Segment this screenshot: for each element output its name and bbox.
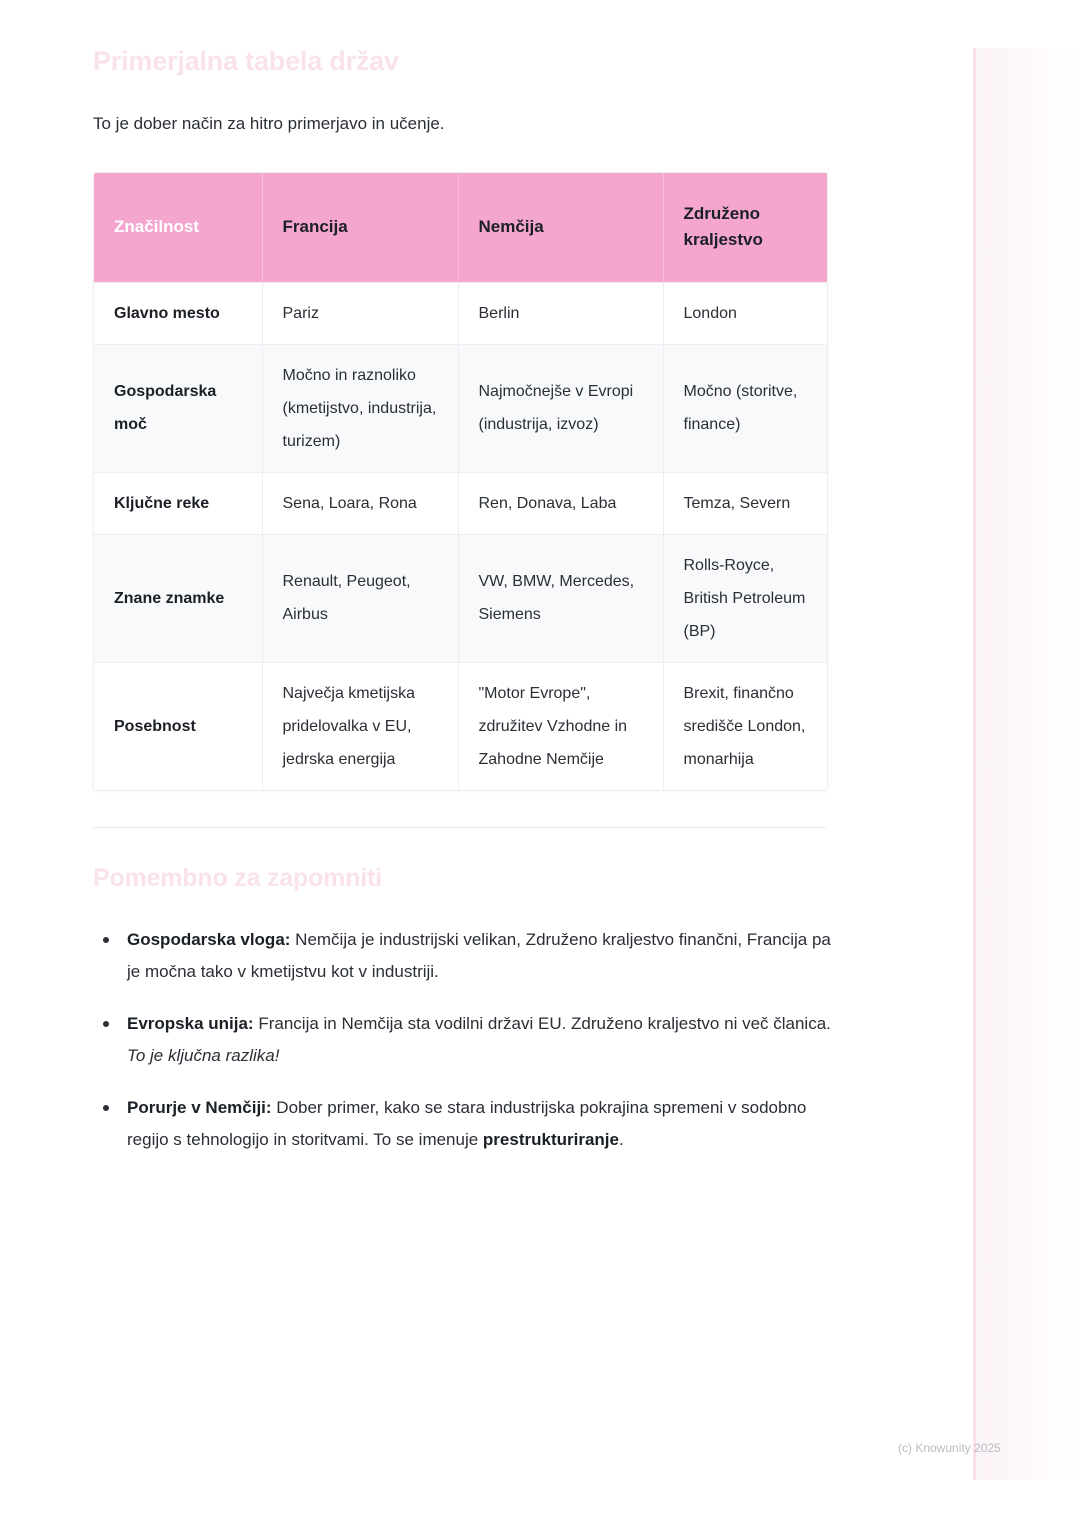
list-item-lead: Porurje v Nemčiji: xyxy=(127,1097,272,1117)
cell-germany: Najmočnejše v Evropi (industrija, izvoz) xyxy=(458,343,664,472)
cell-france: Močno in raznoliko (kmetijstvo, industri… xyxy=(262,343,459,472)
table-header-row: Značilnost Francija Nemčija Združeno kra… xyxy=(94,173,827,282)
list-item: Evropska unija: Francija in Nemčija sta … xyxy=(103,1008,831,1072)
page-title: Primerjalna tabela držav xyxy=(93,46,399,76)
cell-uk: London xyxy=(663,281,827,344)
cell-germany: Ren, Donava, Laba xyxy=(458,471,664,534)
row-label: Glavno mesto xyxy=(94,281,263,344)
table-row: Ključne reke Sena, Loara, Rona Ren, Dona… xyxy=(94,471,827,534)
row-label: Znane znamke xyxy=(94,533,263,662)
comparison-table-container: Značilnost Francija Nemčija Združeno kra… xyxy=(93,172,828,791)
list-item-lead: Gospodarska vloga: xyxy=(127,929,291,949)
key-points-title: Pomembno za zapomniti xyxy=(93,863,382,892)
cell-germany: "Motor Evrope", združitev Vzhodne in Zah… xyxy=(458,661,664,790)
column-header-uk: Združeno kraljestvo xyxy=(663,173,827,282)
intro-paragraph: To je dober način za hitro primerjavo in… xyxy=(93,114,445,133)
cell-uk: Brexit, finančno središče London, monarh… xyxy=(663,661,827,790)
document-page: Primerjalna tabela držav To je dober nač… xyxy=(93,46,831,1156)
cell-germany: Berlin xyxy=(458,281,664,344)
table-row: Posebnost Največja kmetijska pridelovalk… xyxy=(94,661,827,790)
row-label: Posebnost xyxy=(94,661,263,790)
list-item-text: Nemčija je industrijski velikan, Združen… xyxy=(127,929,831,981)
cell-france: Pariz xyxy=(262,281,459,344)
cell-france: Renault, Peugeot, Airbus xyxy=(262,533,459,662)
cell-france: Sena, Loara, Rona xyxy=(262,471,459,534)
cell-uk: Rolls-Royce, British Petroleum (BP) xyxy=(663,533,827,662)
content-column: Primerjalna tabela držav To je dober nač… xyxy=(93,46,831,1156)
list-item-text: Francija in Nemčija sta vodilni državi E… xyxy=(253,1013,831,1033)
copyright-watermark: (c) Knowunity 2025 xyxy=(898,1441,1001,1455)
list-item-lead: Evropska unija: xyxy=(127,1013,254,1033)
column-header-germany: Nemčija xyxy=(458,173,664,282)
list-item: Porurje v Nemčiji: Dober primer, kako se… xyxy=(103,1092,831,1156)
column-header-france: Francija xyxy=(262,173,459,282)
cell-uk: Močno (storitve, finance) xyxy=(663,343,827,472)
list-item-text: Dober primer, kako se stara industrijska… xyxy=(127,1097,807,1149)
column-header-feature: Značilnost xyxy=(94,173,263,282)
table-row: Glavno mesto Pariz Berlin London xyxy=(94,281,827,344)
bullet-dot-icon xyxy=(103,1020,109,1027)
list-item-emphasis: To je ključna razlika! xyxy=(127,1045,280,1065)
row-label: Ključne reke xyxy=(94,471,263,534)
list-item-tail: . xyxy=(618,1129,624,1149)
cell-germany: VW, BMW, Mercedes, Siemens xyxy=(458,533,664,662)
row-label: Gospodarska moč xyxy=(94,343,263,472)
cell-france: Največja kmetijska pridelovalka v EU, je… xyxy=(262,661,459,790)
bullet-dot-icon xyxy=(103,1104,109,1111)
comparison-table: Značilnost Francija Nemčija Združeno kra… xyxy=(94,173,827,790)
table-body: Glavno mesto Pariz Berlin London Gospoda… xyxy=(94,281,827,790)
bullet-dot-icon xyxy=(103,936,109,943)
table-row: Znane znamke Renault, Peugeot, Airbus VW… xyxy=(94,533,827,662)
decorative-right-panel xyxy=(973,48,1080,1480)
section-divider xyxy=(93,826,826,828)
decorative-right-rule xyxy=(973,48,976,1480)
list-item: Gospodarska vloga: Nemčija je industrijs… xyxy=(103,924,831,988)
key-points-list: Gospodarska vloga: Nemčija je industrijs… xyxy=(93,924,831,1156)
table-header: Značilnost Francija Nemčija Združeno kra… xyxy=(94,173,827,282)
list-item-bold-term: prestrukturiranje xyxy=(482,1129,619,1149)
cell-uk: Temza, Severn xyxy=(663,471,827,534)
table-row: Gospodarska moč Močno in raznoliko (kmet… xyxy=(94,343,827,472)
